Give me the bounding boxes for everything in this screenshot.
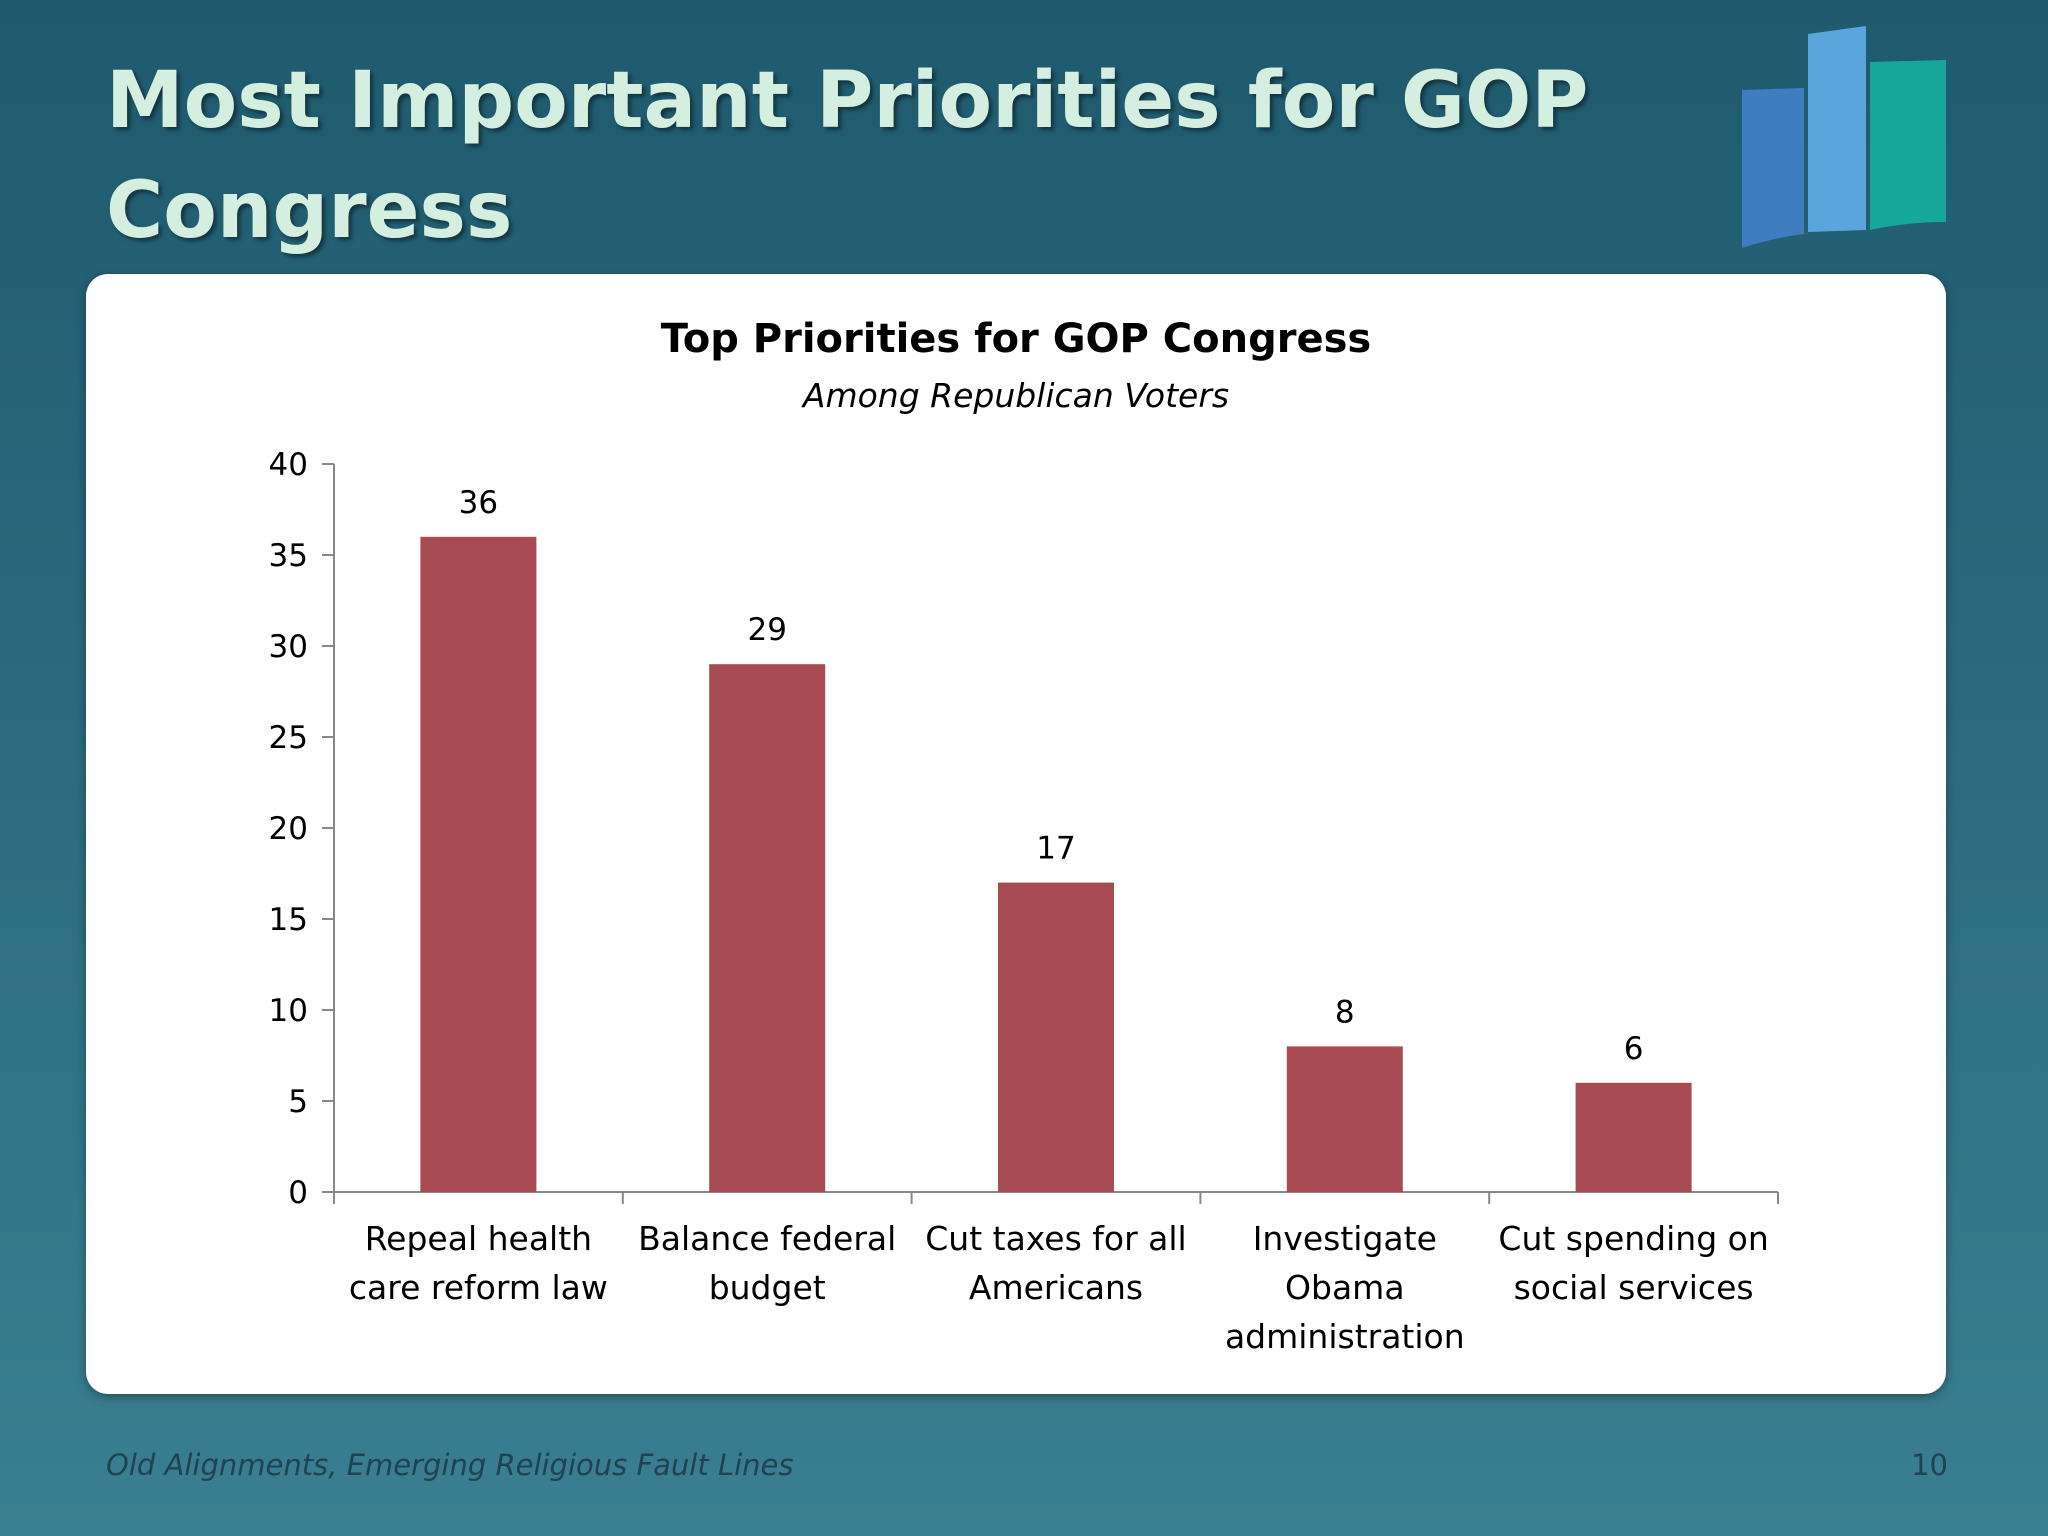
bar — [1286, 1046, 1403, 1192]
y-tick-label: 10 — [269, 993, 308, 1029]
bar — [709, 664, 826, 1192]
data-label: 8 — [1335, 994, 1355, 1030]
bar — [1575, 1082, 1692, 1192]
bar — [998, 882, 1114, 1192]
x-tick-label: Repeal health care reform law — [349, 1219, 608, 1307]
y-tick-label: 0 — [288, 1175, 308, 1211]
chart-title: Top Priorities for GOP Congress — [660, 316, 1372, 362]
x-tick-label: Cut spending on social services — [1498, 1219, 1768, 1307]
x-tick-label: Balance federal budget — [638, 1219, 896, 1307]
slide-title: Most Important Priorities for GOP Congre… — [106, 56, 1589, 256]
page-number: 10 — [1911, 1448, 1948, 1482]
data-label: 36 — [459, 485, 498, 521]
y-tick-label: 40 — [269, 447, 308, 483]
y-tick-label: 15 — [269, 902, 308, 938]
data-label: 29 — [747, 612, 786, 648]
data-label: 6 — [1624, 1031, 1644, 1067]
x-tick-label: Investigate Obama administration — [1225, 1219, 1465, 1356]
y-tick-label: 5 — [288, 1084, 308, 1120]
y-tick-label: 20 — [269, 811, 308, 847]
footer-text: Old Alignments, Emerging Religious Fault… — [106, 1448, 794, 1482]
x-tick-label: Cut taxes for all Americans — [925, 1219, 1186, 1307]
data-label: 17 — [1036, 831, 1075, 867]
y-tick-label: 35 — [269, 538, 308, 574]
chart-subtitle: Among Republican Voters — [802, 376, 1230, 415]
bar-chart-logo-icon — [1742, 26, 1946, 248]
bar — [420, 536, 537, 1192]
y-tick-label: 30 — [269, 629, 308, 665]
chart-panel: Top Priorities for GOP Congress Among Re… — [86, 274, 1946, 1394]
bar-chart: 0 5 10 15 20 25 30 35 40 36 Repeal health care refo… — [269, 447, 1779, 1356]
y-tick-label: 25 — [269, 720, 308, 756]
